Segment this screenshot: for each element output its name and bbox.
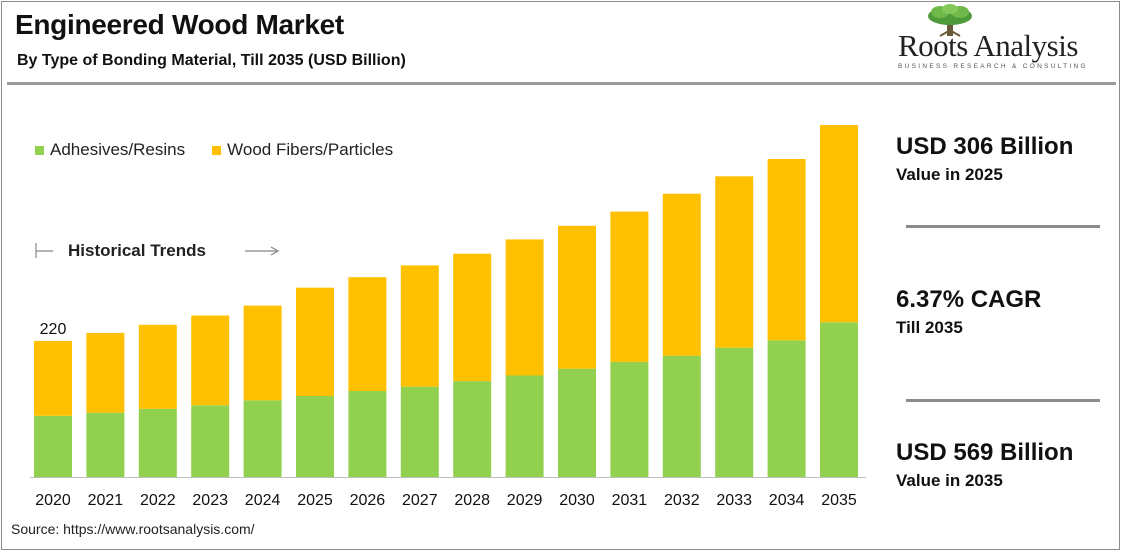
- x-tick-label: 2020: [35, 492, 71, 509]
- bar-adhesives-resins-2022: [138, 409, 177, 477]
- bar-adhesives-resins-2023: [191, 405, 230, 477]
- historical-trends-annotation: Historical Trends: [35, 240, 285, 262]
- historical-trends-arrow: [35, 243, 280, 258]
- legend-label-fibers: Wood Fibers/Particles: [227, 140, 394, 159]
- x-tick-label: 2025: [297, 492, 333, 509]
- x-tick-label: 2035: [821, 492, 857, 509]
- bar-wood-fibers-particles-2025: [296, 287, 334, 396]
- bar-wood-fibers-particles-2029: [505, 239, 544, 376]
- source-note: Source: https://www.rootsanalysis.com/: [11, 521, 255, 537]
- bar-adhesives-resins-2034: [767, 340, 806, 477]
- bar-wood-fibers-particles-2020: [34, 340, 72, 416]
- logo-tagline: BUSINESS RESEARCH & CONSULTING: [898, 63, 1088, 70]
- historical-trends-label: Historical Trends: [68, 241, 206, 260]
- bar-adhesives-resins-2030: [558, 368, 596, 477]
- bar-adhesives-resins-2024: [243, 400, 282, 477]
- x-tick-label: 2026: [350, 492, 386, 509]
- header-divider: [7, 82, 1116, 85]
- highlight-label-2035: Value in 2035: [896, 471, 1003, 490]
- highlight-2035: USD 569 Billion Value in 2035: [896, 439, 1116, 491]
- bar-wood-fibers-particles-2024: [243, 305, 282, 401]
- bar-wood-fibers-particles-2028: [453, 253, 492, 382]
- x-tick-label: 2031: [612, 492, 648, 509]
- legend-swatch-fibers: [212, 145, 222, 155]
- stacked-bar-chart: 2020 2021 2022 2023 2024 2025 2026 2027 2028 2029…: [30, 125, 866, 509]
- highlight-value-2035: USD 569 Billion: [896, 439, 1074, 466]
- bar-adhesives-resins-2035: [820, 322, 858, 477]
- bar-adhesives-resins-2029: [505, 375, 544, 477]
- x-tick-label: 2030: [559, 492, 595, 509]
- highlight-label-2025: Value in 2025: [896, 165, 1003, 184]
- legend-swatch-adhesives: [35, 145, 44, 155]
- bar-adhesives-resins-2031: [610, 361, 649, 477]
- bar-adhesives-resins-2026: [348, 391, 387, 477]
- bar-wood-fibers-particles-2031: [610, 211, 649, 362]
- x-tick-label: 2034: [769, 492, 805, 509]
- bar-wood-fibers-particles-2026: [348, 277, 387, 391]
- bar-wood-fibers-particles-2022: [138, 324, 177, 409]
- tree-icon: [928, 4, 972, 37]
- bar-adhesives-resins-2021: [86, 412, 125, 477]
- bar-wood-fibers-particles-2032: [662, 193, 701, 356]
- chart-subtitle: By Type of Bonding Material, Till 2035 (…: [17, 52, 406, 69]
- legend-item-adhesives: Adhesives/Resins: [35, 140, 185, 160]
- x-tick-label: 2032: [664, 492, 700, 509]
- bar-adhesives-resins-2020: [34, 415, 72, 477]
- bar-wood-fibers-particles-2030: [558, 225, 596, 369]
- logo-wordmark: Roots Analysis: [898, 28, 1078, 63]
- bar-adhesives-resins-2025: [296, 396, 334, 477]
- x-tick-label: 2022: [140, 492, 176, 509]
- chart-legend: Adhesives/Resins Wood Fibers/Particles: [35, 140, 420, 160]
- highlight-divider: [906, 399, 1100, 402]
- roots-analysis-logo: Roots Analysis BUSINESS RESEARCH & CONSU…: [890, 4, 1100, 76]
- highlight-cagr: 6.37% CAGR Till 2035: [896, 286, 1116, 338]
- highlight-divider: [906, 225, 1100, 228]
- x-tick-label: 2029: [507, 492, 543, 509]
- bar-adhesives-resins-2032: [662, 355, 701, 477]
- bar-wood-fibers-particles-2023: [191, 315, 230, 406]
- x-tick-label: 2028: [454, 492, 490, 509]
- x-tick-label: 2033: [716, 492, 752, 509]
- data-label: 220: [40, 321, 67, 338]
- highlight-value-cagr: 6.37% CAGR: [896, 286, 1042, 313]
- bar-wood-fibers-particles-2035: [820, 125, 858, 323]
- bar-wood-fibers-particles-2027: [400, 265, 439, 387]
- highlight-label-cagr: Till 2035: [896, 318, 963, 337]
- chart-title: Engineered Wood Market: [15, 9, 344, 40]
- bar-adhesives-resins-2028: [453, 381, 492, 477]
- x-tick-label: 2027: [402, 492, 438, 509]
- bar-adhesives-resins-2027: [400, 386, 439, 477]
- legend-label-adhesives: Adhesives/Resins: [50, 140, 186, 159]
- x-tick-label: 2021: [88, 492, 124, 509]
- x-tick-label: 2023: [192, 492, 228, 509]
- highlight-2025: USD 306 Billion Value in 2025: [896, 133, 1116, 185]
- bar-wood-fibers-particles-2021: [86, 332, 125, 413]
- legend-item-fibers: Wood Fibers/Particles: [212, 140, 393, 160]
- bar-wood-fibers-particles-2034: [767, 159, 806, 341]
- x-tick-label: 2024: [245, 492, 281, 509]
- highlight-value-2025: USD 306 Billion: [896, 133, 1074, 160]
- bar-adhesives-resins-2033: [715, 347, 754, 477]
- bar-wood-fibers-particles-2033: [715, 176, 754, 348]
